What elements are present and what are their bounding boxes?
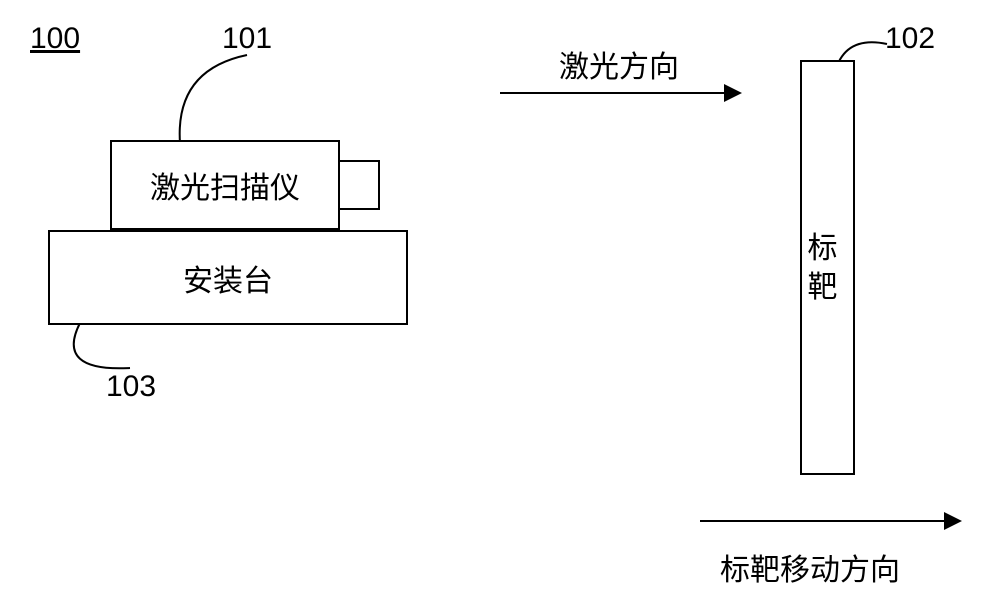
target-move-label: 标靶移动方向 (720, 545, 900, 589)
diagram-container: 100 101 102 103 激光扫描仪 安装台 标 靶 激光方向 标靶移动方… (0, 0, 1000, 610)
ref-number-101: 101 (222, 22, 272, 56)
target-move-arrow (700, 520, 960, 522)
target-label: 标 靶 (808, 229, 848, 307)
ref-number-100: 100 (30, 22, 80, 56)
target-box: 标 靶 (800, 60, 855, 475)
mount-box: 安装台 (48, 230, 408, 325)
scanner-nub (340, 160, 380, 210)
ref-number-103: 103 (106, 370, 156, 404)
scanner-label: 激光扫描仪 (150, 163, 300, 207)
laser-direction-label: 激光方向 (559, 42, 679, 86)
ref-number-102: 102 (885, 22, 935, 56)
target-char-1: 标 (808, 232, 848, 265)
scanner-box: 激光扫描仪 (110, 140, 340, 230)
laser-direction-arrow (500, 92, 740, 94)
target-char-2: 靶 (808, 271, 848, 304)
mount-label: 安装台 (183, 256, 273, 300)
